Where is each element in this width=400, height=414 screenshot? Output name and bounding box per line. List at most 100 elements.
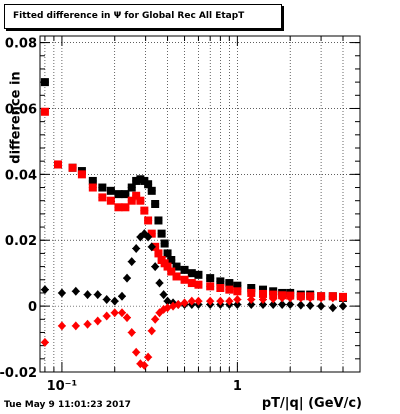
data-point-diamond xyxy=(132,347,141,357)
data-point-diamond xyxy=(194,296,203,306)
data-point-square xyxy=(147,186,156,195)
y-tick-label: 0.08 xyxy=(5,37,37,52)
y-tick-label: 0.06 xyxy=(5,102,37,117)
chart-title-box: Fitted difference in Ψ for Global Rec Al… xyxy=(4,4,282,29)
data-point-diamond xyxy=(286,299,295,309)
data-point-square xyxy=(216,277,225,286)
chart-title: Fitted difference in Ψ for Global Rec Al… xyxy=(13,11,245,21)
data-point-square xyxy=(106,186,115,195)
data-point-diamond xyxy=(155,278,164,288)
data-point-diamond xyxy=(110,308,119,318)
data-point-square xyxy=(40,78,49,87)
data-point-square xyxy=(160,239,169,248)
data-point-square xyxy=(40,107,49,116)
data-point-diamond xyxy=(338,301,347,311)
series-2 xyxy=(40,229,347,313)
data-point-diamond xyxy=(40,337,49,347)
data-point-diamond xyxy=(144,232,153,242)
data-marks xyxy=(40,78,347,370)
data-point-square xyxy=(136,196,145,205)
data-point-diamond xyxy=(278,293,287,303)
data-point-square xyxy=(132,176,141,185)
data-point-diamond xyxy=(93,290,102,300)
data-point-square xyxy=(180,275,189,284)
y-tick-label: 0.04 xyxy=(5,168,37,183)
data-point-diamond xyxy=(187,296,196,306)
data-point-square xyxy=(106,196,115,205)
data-point-square xyxy=(98,183,107,192)
data-point-diamond xyxy=(286,293,295,303)
y-tick-label: 0.02 xyxy=(5,234,37,249)
data-point-diamond xyxy=(338,293,347,303)
data-point-diamond xyxy=(140,360,149,370)
data-point-diamond xyxy=(259,299,268,309)
data-point-diamond xyxy=(247,299,256,309)
data-point-square xyxy=(206,274,215,283)
data-point-square xyxy=(172,272,181,281)
data-point-square xyxy=(54,160,63,169)
data-point-square xyxy=(187,269,196,278)
data-point-diamond xyxy=(296,300,305,310)
data-point-diamond xyxy=(296,293,305,303)
data-point-diamond xyxy=(306,300,315,310)
data-point-diamond xyxy=(163,296,172,306)
data-point-diamond xyxy=(259,295,268,305)
data-point-diamond xyxy=(151,262,160,272)
data-point-diamond xyxy=(132,243,141,253)
data-point-square xyxy=(127,183,136,192)
data-point-square xyxy=(77,170,86,179)
data-point-square xyxy=(114,203,123,212)
data-point-diamond xyxy=(216,296,225,306)
data-point-square xyxy=(194,270,203,279)
data-point-square xyxy=(144,180,153,189)
data-point-diamond xyxy=(123,313,132,323)
data-point-diamond xyxy=(147,242,156,252)
tick-labels: -0.02 0 0.02 0.04 0.06 0.08 10⁻¹ 1 xyxy=(0,37,242,394)
data-point-square xyxy=(121,203,130,212)
data-point-diamond xyxy=(127,257,136,267)
data-point-square xyxy=(259,289,268,298)
data-point-square xyxy=(167,256,176,264)
data-point-square xyxy=(154,216,163,225)
data-point-diamond xyxy=(269,294,278,304)
data-point-diamond xyxy=(93,316,102,326)
data-point-square xyxy=(259,285,268,294)
data-point-square xyxy=(216,284,225,292)
data-point-square xyxy=(114,190,123,199)
series-3 xyxy=(40,293,347,370)
data-point-square xyxy=(163,262,172,271)
data-point-diamond xyxy=(269,299,278,309)
data-point-diamond xyxy=(317,301,326,311)
data-point-square xyxy=(98,193,107,202)
data-point-diamond xyxy=(206,296,215,306)
data-point-diamond xyxy=(328,293,337,303)
data-point-square xyxy=(180,265,189,274)
data-point-diamond xyxy=(57,321,66,331)
data-point-square xyxy=(121,190,130,199)
data-point-square xyxy=(225,285,234,294)
timestamp: Tue May 9 11:01:23 2017 xyxy=(4,400,131,410)
data-point-diamond xyxy=(71,286,80,296)
data-point-square xyxy=(225,279,234,288)
data-point-diamond xyxy=(163,303,172,313)
data-point-diamond xyxy=(180,298,189,308)
data-point-square xyxy=(140,206,149,215)
data-point-square xyxy=(247,288,256,297)
data-point-square xyxy=(127,196,136,205)
data-point-square xyxy=(233,281,242,290)
data-point-diamond xyxy=(306,293,315,303)
x-tick-label: 1 xyxy=(233,379,242,394)
data-point-diamond xyxy=(83,319,92,329)
data-point-diamond xyxy=(225,296,234,306)
x-tick-label: 10⁻¹ xyxy=(47,379,78,394)
data-point-square xyxy=(147,229,156,238)
data-point-square xyxy=(194,280,203,289)
y-tick-label: -0.02 xyxy=(0,366,37,381)
x-axis-label: pT/|q| (GeV/c) xyxy=(261,396,362,411)
series-0 xyxy=(40,78,347,302)
data-point-square xyxy=(68,163,77,172)
y-axis-label: difference in xyxy=(8,71,24,164)
data-point-square xyxy=(247,284,256,292)
data-point-diamond xyxy=(151,314,160,324)
